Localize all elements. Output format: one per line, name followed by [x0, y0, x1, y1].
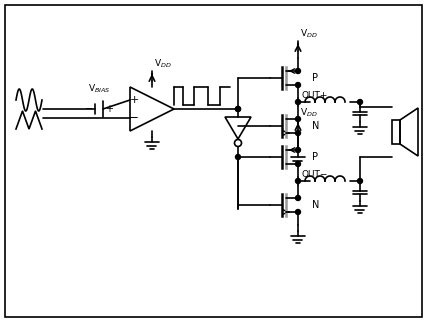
Circle shape — [357, 178, 362, 184]
Circle shape — [295, 210, 300, 214]
Circle shape — [295, 117, 300, 121]
Text: V$_{BIAS}$: V$_{BIAS}$ — [87, 82, 110, 95]
Text: OUT+: OUT+ — [301, 91, 328, 100]
Circle shape — [295, 69, 300, 73]
Text: N: N — [311, 121, 319, 131]
Circle shape — [295, 99, 300, 105]
Text: V$_{DD}$: V$_{DD}$ — [299, 27, 317, 40]
Circle shape — [235, 107, 240, 111]
Text: OUT−: OUT− — [301, 170, 328, 179]
Text: N: N — [311, 200, 319, 210]
Circle shape — [295, 195, 300, 201]
Circle shape — [357, 99, 362, 105]
Text: +: + — [105, 104, 113, 114]
Circle shape — [295, 82, 300, 88]
Circle shape — [295, 162, 300, 166]
Text: V$_{DD}$: V$_{DD}$ — [154, 58, 171, 70]
Text: V$_{DD}$: V$_{DD}$ — [299, 107, 317, 119]
Text: −: − — [129, 111, 138, 125]
Circle shape — [295, 147, 300, 153]
Circle shape — [295, 178, 300, 184]
Text: −: − — [85, 104, 93, 114]
Text: P: P — [311, 152, 317, 162]
Text: +: + — [129, 95, 138, 105]
Circle shape — [295, 130, 300, 136]
Circle shape — [235, 155, 240, 159]
Text: P: P — [311, 73, 317, 83]
Circle shape — [235, 107, 240, 111]
Bar — [391, 120, 399, 144]
